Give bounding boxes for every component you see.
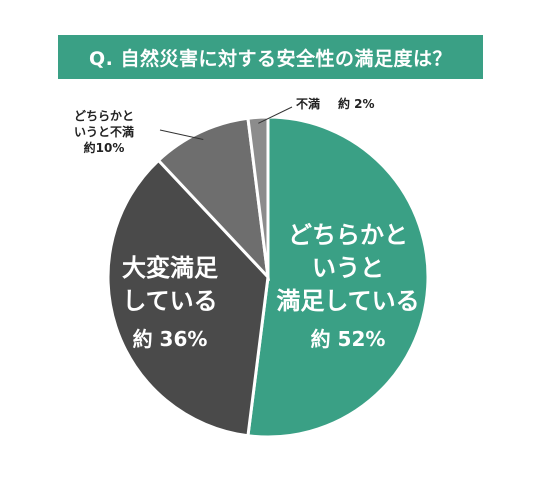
slice-label-0-line-1: いうと: [312, 254, 384, 282]
pie-slice-1: [106, 158, 270, 438]
pie-slice-2: [156, 116, 271, 282]
chart-title: Q. 自然災害に対する安全性の満足度は？: [58, 35, 483, 79]
slice-label-0-line-0: どちらかと: [288, 221, 408, 249]
slice-value-3: 約 2%: [338, 96, 375, 111]
leader-line-2: [159, 129, 204, 140]
slice-value-2: 約10%: [84, 140, 125, 155]
slice-label-2-line-0: どちらかと: [74, 109, 134, 123]
slice-label-1-line-0: 大変満足: [122, 254, 218, 282]
slice-label-1-line-1: している: [122, 287, 217, 315]
pie-slice-3: [246, 115, 270, 278]
slice-label-2-line-1: いうと不満: [74, 124, 134, 139]
slice-label-0-line-2: 満足している: [276, 287, 419, 315]
slice-value-1: 約 36%: [133, 327, 208, 351]
slice-value-0: 約 52%: [311, 327, 386, 351]
slice-label-3-line-0: 不満: [296, 96, 320, 111]
leader-line-3: [258, 106, 293, 124]
pie-slice-0: [246, 115, 430, 439]
